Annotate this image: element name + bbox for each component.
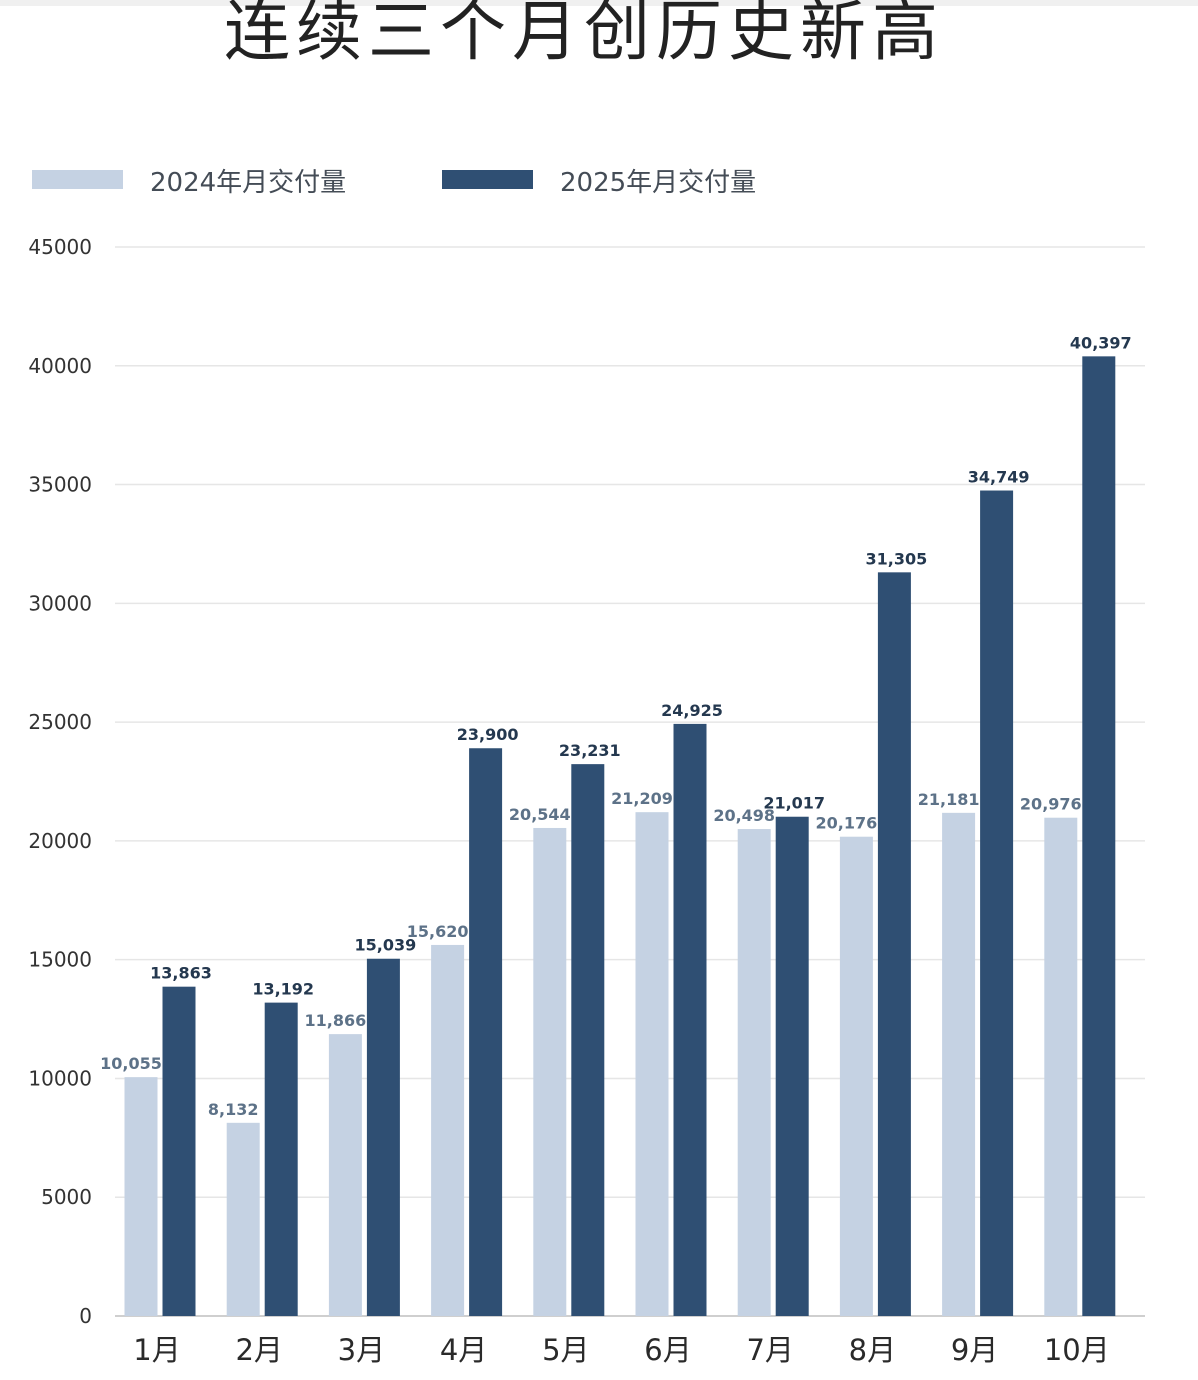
x-category-label: 2月 xyxy=(235,1333,282,1367)
data-label-2025: 13,192 xyxy=(252,980,314,999)
bar-2025 xyxy=(877,572,911,1316)
y-tick-label: 20000 xyxy=(28,829,92,853)
bar-2025 xyxy=(1082,356,1116,1317)
x-category-label: 6月 xyxy=(644,1333,691,1367)
data-label-2025: 31,305 xyxy=(866,549,928,568)
bar-2024 xyxy=(635,812,669,1316)
data-label-2024: 21,181 xyxy=(918,790,980,809)
y-tick-label: 0 xyxy=(79,1304,92,1328)
data-label-2024: 20,544 xyxy=(509,805,571,824)
x-category-label: 3月 xyxy=(338,1333,385,1367)
data-label-2024: 10,055 xyxy=(100,1054,162,1073)
data-label-2024: 20,176 xyxy=(816,814,878,833)
bar-2025 xyxy=(775,816,809,1316)
top-strip xyxy=(0,0,1198,6)
y-tick-label: 45000 xyxy=(28,235,92,259)
bar-2024 xyxy=(124,1077,158,1316)
bar-2025 xyxy=(366,958,400,1316)
x-category-label: 5月 xyxy=(542,1333,589,1367)
x-category-label: 9月 xyxy=(951,1333,998,1367)
bar-2025 xyxy=(469,748,503,1316)
x-category-label: 10月 xyxy=(1044,1333,1110,1367)
bar-2024 xyxy=(1044,817,1078,1316)
bar-2025 xyxy=(980,490,1014,1316)
y-tick-label: 30000 xyxy=(28,591,92,615)
data-label-2024: 21,209 xyxy=(611,789,673,808)
bar-2024 xyxy=(533,827,567,1316)
bar-2025 xyxy=(673,723,707,1316)
y-tick-label: 25000 xyxy=(28,710,92,734)
legend-label-2024: 2024年月交付量 xyxy=(150,168,347,198)
data-label-2024: 20,976 xyxy=(1020,795,1082,814)
x-category-label: 8月 xyxy=(849,1333,896,1367)
x-category-label: 1月 xyxy=(133,1333,180,1367)
bar-2025 xyxy=(264,1002,298,1316)
data-label-2024: 20,498 xyxy=(713,806,775,825)
y-tick-label: 10000 xyxy=(28,1066,92,1090)
data-label-2025: 24,925 xyxy=(661,701,723,720)
data-label-2025: 13,863 xyxy=(150,964,212,983)
data-label-2024: 15,620 xyxy=(407,922,469,941)
legend-label-2025: 2025年月交付量 xyxy=(560,168,757,198)
data-label-2025: 23,231 xyxy=(559,741,621,760)
x-category-label: 4月 xyxy=(440,1333,487,1367)
bar-2025 xyxy=(571,764,605,1316)
y-tick-label: 40000 xyxy=(28,354,92,378)
y-tick-label: 15000 xyxy=(28,948,92,972)
y-tick-label: 35000 xyxy=(28,473,92,497)
legend-swatch-2024 xyxy=(32,170,123,189)
legend-swatch-2025 xyxy=(442,170,533,189)
bar-2025 xyxy=(162,986,196,1316)
x-category-label: 7月 xyxy=(746,1333,793,1367)
data-label-2025: 40,397 xyxy=(1070,333,1132,352)
data-label-2025: 21,017 xyxy=(763,794,825,813)
bar-2024 xyxy=(737,829,771,1316)
data-label-2025: 15,039 xyxy=(355,936,417,955)
bar-2024 xyxy=(328,1034,362,1316)
data-label-2025: 34,749 xyxy=(968,468,1030,487)
bar-2024 xyxy=(942,812,976,1316)
bar-2024 xyxy=(226,1122,260,1316)
y-tick-label: 5000 xyxy=(41,1185,92,1209)
bar-2024 xyxy=(431,944,465,1316)
data-label-2024: 8,132 xyxy=(208,1100,259,1119)
data-label-2024: 11,866 xyxy=(305,1011,367,1030)
page-title: 连续三个月创历史新高 xyxy=(224,0,944,70)
data-label-2025: 23,900 xyxy=(457,725,519,744)
bar-2024 xyxy=(839,836,873,1316)
